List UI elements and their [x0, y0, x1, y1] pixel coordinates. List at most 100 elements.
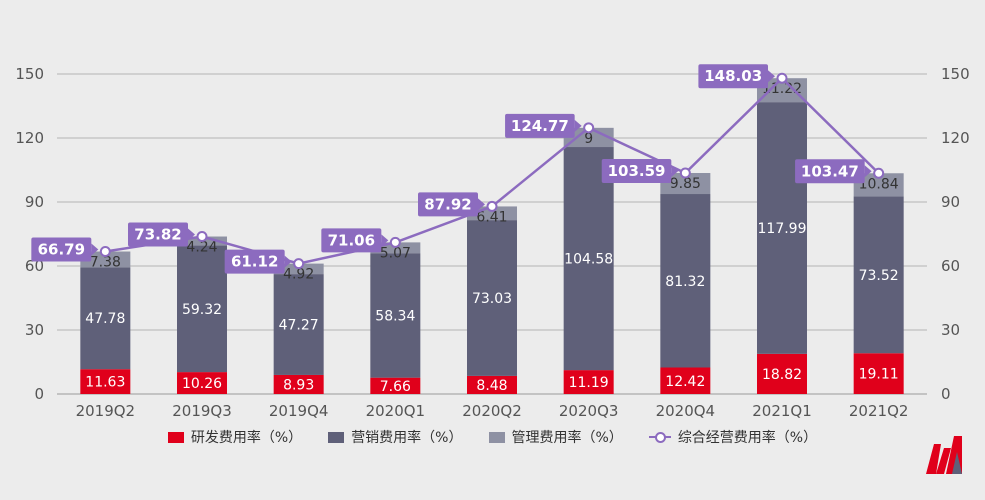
bar-segment — [467, 375, 517, 394]
y-tick-label-left: 120 — [15, 129, 44, 147]
legend-item-admin[interactable]: 管理费用率（%） — [488, 427, 623, 447]
bar-segment — [853, 173, 904, 197]
bar-segment — [80, 369, 131, 394]
line-label-pointer — [188, 228, 195, 241]
line-label-pointer — [478, 198, 485, 211]
bar-data-label: 19.11 — [859, 367, 899, 383]
bar-segment — [273, 274, 324, 375]
line-label-box — [795, 159, 865, 184]
legend-swatch-admin — [488, 431, 505, 443]
line-label-box — [31, 237, 92, 262]
bar-data-label: 9.85 — [670, 176, 701, 192]
x-tick-label: 2019Q4 — [269, 402, 329, 420]
legend-swatch-total — [648, 431, 671, 443]
bar-data-label: 4.24 — [186, 240, 217, 256]
y-tick-label-right: 150 — [941, 65, 970, 83]
bar-segment — [853, 196, 904, 354]
legend-item-rd[interactable]: 研发费用率（%） — [167, 427, 303, 447]
bar-data-label: 11.19 — [569, 375, 609, 391]
bar-data-label: 8.93 — [283, 377, 314, 393]
x-tick-label: 2020Q2 — [462, 402, 522, 420]
line-point — [293, 258, 305, 270]
y-tick-label-right: 120 — [941, 129, 970, 147]
line-label-pointer — [574, 119, 582, 132]
line-label-pointer — [381, 234, 389, 247]
bar-segment — [757, 102, 807, 354]
bar-data-label: 11.22 — [762, 81, 802, 97]
bar-data-label: 9 — [584, 131, 593, 147]
bar-segment — [467, 220, 517, 376]
bar-segment — [563, 370, 614, 394]
bar-data-label: 10.26 — [182, 376, 222, 392]
bar-segment — [757, 353, 807, 394]
bar-data-label: 73.03 — [472, 291, 512, 307]
x-tick-label: 2020Q4 — [656, 402, 716, 420]
line-label-box — [505, 113, 575, 138]
y-tick-label-right: 60 — [941, 257, 960, 275]
line-point — [389, 236, 401, 248]
line-point — [776, 72, 788, 84]
bar-segment — [273, 374, 324, 394]
line-label-pointer — [284, 255, 292, 268]
bar-segment — [660, 367, 711, 394]
bar-data-label: 81.32 — [665, 274, 705, 290]
bar-segment — [757, 78, 807, 103]
bar-segment — [660, 173, 711, 195]
line-data-label: 103.47 — [801, 162, 859, 180]
y-tick-label-left: 30 — [25, 321, 44, 339]
bar-data-label: 59.32 — [182, 302, 222, 318]
legend-label-total: 综合经营费用率（%） — [677, 430, 818, 446]
bar-data-label: 4.92 — [283, 267, 314, 283]
line-label-box — [418, 192, 478, 217]
bar-segment — [370, 377, 421, 394]
legend: 研发费用率（%） 营销费用率（%） 管理费用率（%） 综合经营费用率（%） — [0, 426, 985, 448]
bar-data-label: 58.34 — [375, 308, 415, 324]
m-logo-icon — [926, 436, 962, 474]
x-tick-label: 2020Q3 — [559, 402, 619, 420]
y-tick-label-right: 0 — [941, 385, 951, 403]
bar-data-label: 8.48 — [476, 378, 507, 394]
line-data-label: 124.77 — [511, 117, 569, 135]
bar-data-label: 104.58 — [564, 252, 613, 268]
line-label-pointer — [864, 165, 872, 178]
line-point — [873, 167, 885, 179]
line-data-label: 66.79 — [38, 241, 85, 259]
line-label-box — [321, 228, 382, 253]
legend-item-marketing[interactable]: 营销费用率（%） — [328, 427, 463, 447]
y-tick-label-left: 90 — [25, 193, 44, 211]
line-point — [99, 246, 111, 258]
bar-data-label: 47.78 — [85, 311, 125, 327]
line-label-box — [128, 222, 188, 247]
x-tick-label: 2021Q1 — [752, 402, 812, 420]
legend-swatch-rd — [167, 431, 184, 443]
line-data-label: 148.03 — [704, 67, 762, 85]
bar-segment — [370, 253, 421, 378]
y-tick-label-left: 0 — [34, 385, 44, 403]
bar-data-label: 7.38 — [90, 255, 121, 271]
bar-data-label: 7.66 — [380, 379, 411, 395]
legend-swatch-marketing — [328, 431, 345, 443]
legend-label-rd: 研发费用率（%） — [190, 430, 303, 446]
bar-data-label: 5.07 — [380, 245, 411, 261]
line-data-label: 71.06 — [328, 231, 375, 249]
line-data-label: 73.82 — [134, 226, 181, 244]
bar-segment — [80, 251, 131, 268]
bar-data-label: 11.63 — [85, 375, 125, 391]
bar-segment — [853, 353, 904, 394]
bar-data-label: 47.27 — [279, 318, 319, 334]
line-point — [679, 167, 691, 179]
bar-data-label: 6.41 — [476, 209, 507, 225]
bar-data-label: 73.52 — [859, 268, 899, 284]
bar-segment — [80, 267, 131, 370]
line-label-box — [698, 64, 768, 89]
legend-item-total[interactable]: 综合经营费用率（%） — [648, 427, 818, 447]
line-point — [583, 122, 595, 134]
legend-label-marketing: 营销费用率（%） — [351, 430, 463, 446]
x-tick-label: 2021Q2 — [849, 402, 909, 420]
line-data-label: 61.12 — [231, 253, 278, 271]
line-label-pointer — [91, 243, 99, 256]
y-tick-label-right: 30 — [941, 321, 960, 339]
line-point — [486, 200, 498, 212]
bar-segment — [177, 372, 227, 394]
